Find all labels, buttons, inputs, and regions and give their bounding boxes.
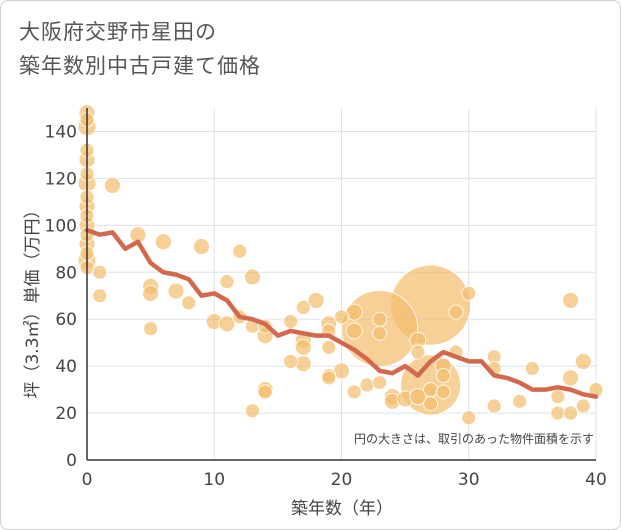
data-bubble xyxy=(372,325,388,341)
tick-labels: 0 10 20 30 40 0 20 40 60 80 100 120 140 xyxy=(45,122,607,490)
data-bubble xyxy=(295,300,311,315)
data-bubble xyxy=(294,355,312,373)
data-bubble xyxy=(575,398,591,414)
y-tick-label: 120 xyxy=(45,169,77,189)
data-bubble xyxy=(372,311,388,327)
chart-title-line-1: 大阪府交野市星田の xyxy=(19,20,217,44)
data-bubble xyxy=(550,405,566,421)
data-bubble xyxy=(142,284,160,302)
data-bubble xyxy=(104,177,121,194)
x-tick-label: 30 xyxy=(458,470,480,490)
x-tick-label: 40 xyxy=(585,470,607,490)
data-bubble xyxy=(410,344,426,360)
data-bubble xyxy=(218,315,236,333)
y-axis-title: 坪（3.3㎡）単価（万円） xyxy=(23,201,43,398)
x-tick-label: 0 xyxy=(82,470,93,490)
chart-title-line-2: 築年数別中古戸建て価格 xyxy=(19,54,261,78)
data-bubble xyxy=(154,233,172,251)
x-tick-label: 10 xyxy=(203,470,225,490)
data-bubble xyxy=(245,403,260,419)
data-bubble xyxy=(181,295,197,311)
data-bubble xyxy=(435,384,451,400)
data-bubble xyxy=(244,268,261,286)
data-bubble xyxy=(486,398,502,414)
data-bubble xyxy=(359,377,375,393)
x-tick-label: 20 xyxy=(331,470,353,490)
trend-line-group xyxy=(84,227,599,399)
data-bubble xyxy=(563,405,578,421)
data-bubble xyxy=(321,370,337,386)
y-tick-label: 20 xyxy=(55,404,77,424)
y-tick-label: 100 xyxy=(45,216,77,236)
data-bubble xyxy=(321,339,337,355)
data-bubble xyxy=(461,285,477,301)
data-bubble xyxy=(423,396,438,412)
y-tick-label: 60 xyxy=(55,310,77,330)
bubble-series xyxy=(77,104,604,426)
y-tick-label: 140 xyxy=(45,122,77,142)
data-bubble xyxy=(219,274,235,290)
y-tick-label: 80 xyxy=(55,263,77,283)
data-bubble xyxy=(409,388,427,406)
data-bubble xyxy=(574,353,592,370)
data-bubble xyxy=(307,292,325,309)
size-note: 円の大きさは、取引のあった物件面積を示す xyxy=(354,431,594,446)
data-bubble xyxy=(283,354,299,369)
data-bubble xyxy=(550,389,566,405)
data-bubble xyxy=(562,292,579,309)
data-bubble xyxy=(257,384,273,400)
x-axis-title: 築年数（年） xyxy=(291,499,393,519)
data-bubble xyxy=(92,288,108,304)
data-bubble xyxy=(345,322,363,340)
y-tick-label: 40 xyxy=(55,357,77,377)
data-bubble xyxy=(283,314,299,329)
data-bubble xyxy=(346,384,362,400)
data-bubble xyxy=(562,369,579,387)
data-bubble xyxy=(143,321,159,336)
data-bubble xyxy=(92,264,108,280)
data-bubble xyxy=(524,361,540,376)
data-bubble xyxy=(435,368,451,383)
chart-title: 大阪府交野市星田の 築年数別中古戸建て価格 xyxy=(19,15,261,83)
data-bubble xyxy=(461,410,477,426)
axes xyxy=(86,108,596,461)
data-bubble xyxy=(448,304,464,320)
data-bubble xyxy=(167,282,185,300)
data-bubble xyxy=(372,375,388,390)
y-tick-label: 0 xyxy=(66,451,77,471)
data-bubble xyxy=(334,309,349,325)
data-bubble xyxy=(294,338,312,356)
data-bubble xyxy=(512,393,528,409)
data-bubble xyxy=(193,238,210,255)
data-bubble xyxy=(423,382,438,398)
data-bubble xyxy=(232,243,248,259)
trend-line xyxy=(84,227,599,399)
